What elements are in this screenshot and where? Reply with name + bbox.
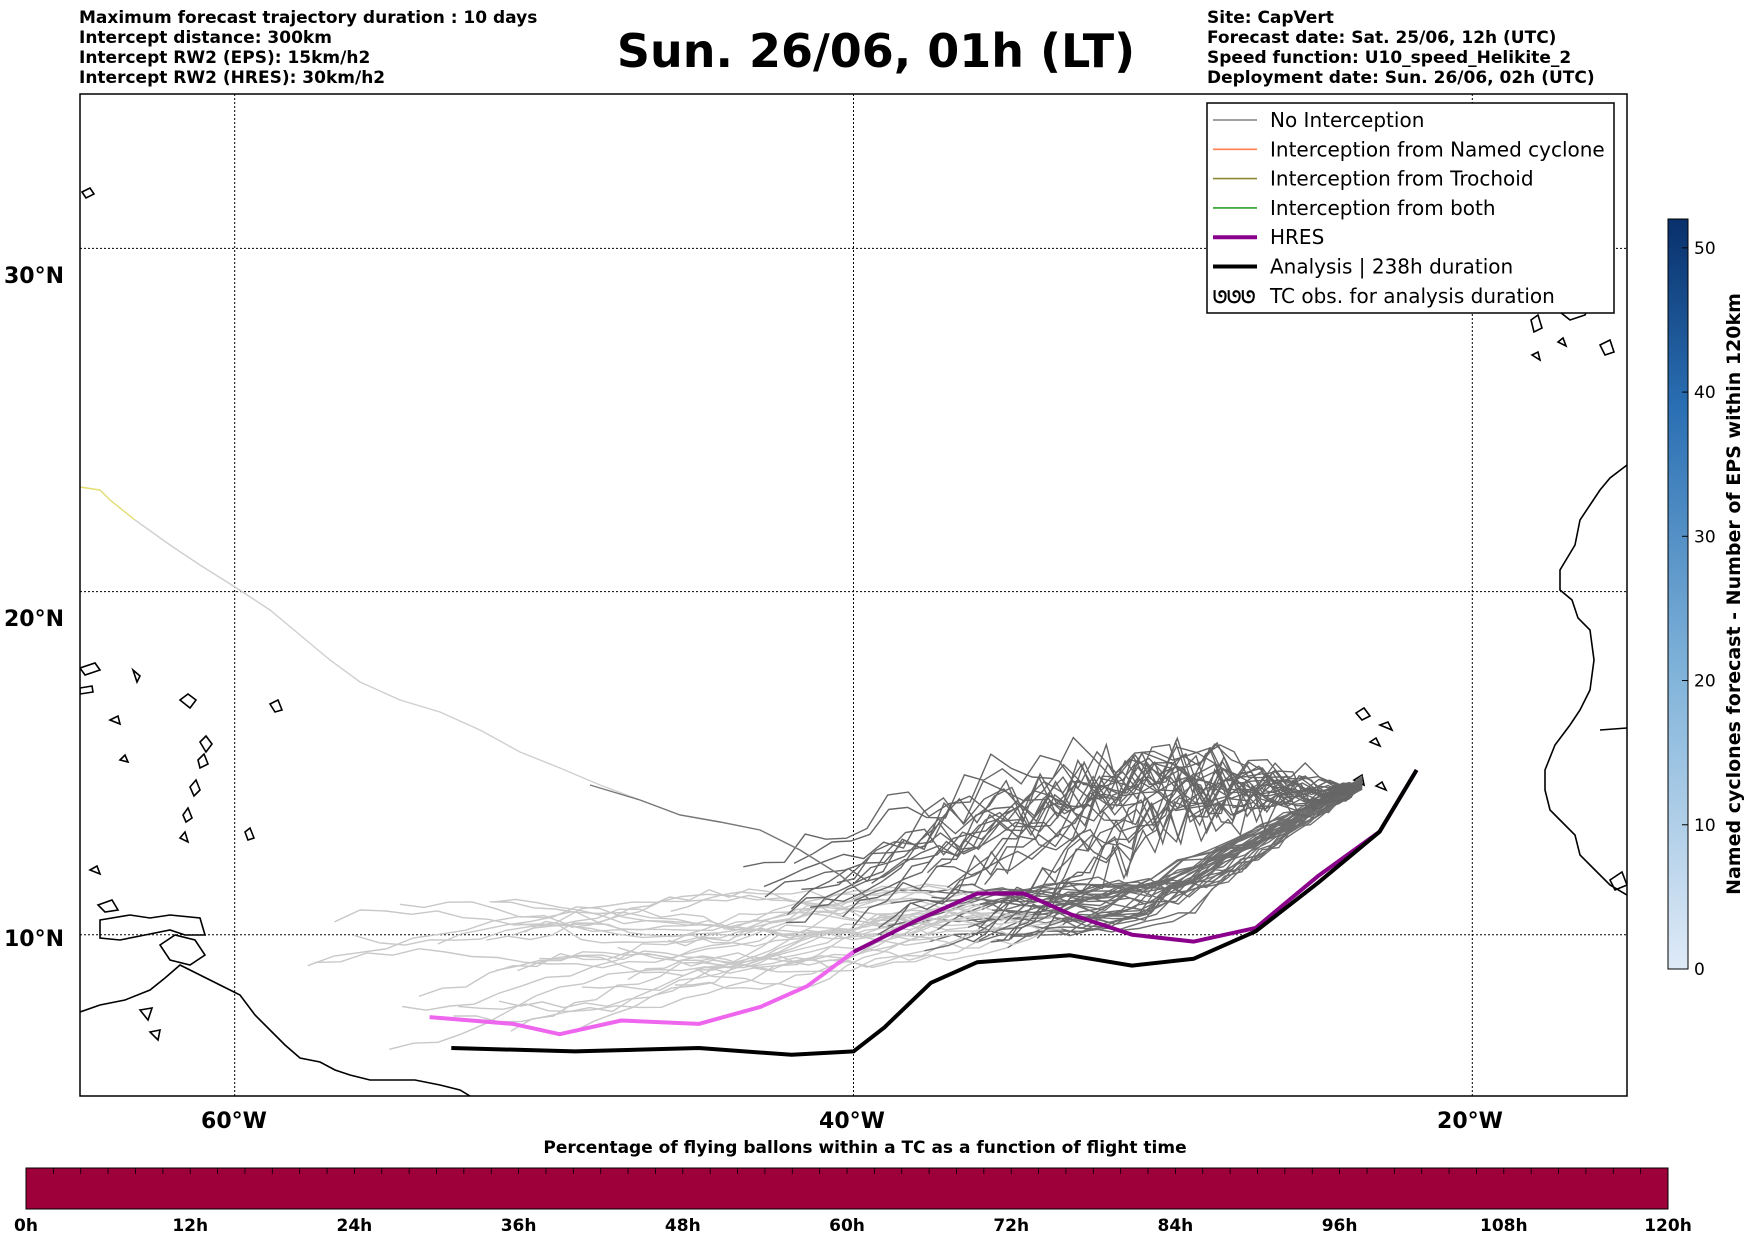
colorbar-bottom-tick-label: 24h <box>337 1216 373 1236</box>
colorbar-right-tick-label: 20 <box>1694 672 1716 692</box>
colorbar-bottom-tick-label: 12h <box>172 1216 208 1236</box>
trajectory-no-interception <box>763 767 1363 888</box>
map-frame <box>79 93 1628 1097</box>
header-right-line-2: Forecast date: Sat. 25/06, 12h (UTC) <box>1207 28 1557 48</box>
legend-label: Interception from both <box>1270 196 1496 220</box>
trajectory-no-interception <box>307 911 888 967</box>
trajectory-no-interception <box>926 741 1363 874</box>
header-right-info: Site: CapVert Forecast date: Sat. 25/06,… <box>1207 8 1595 88</box>
colorbar-bottom-tick-label: 96h <box>1322 1216 1358 1236</box>
trajectory-no-interception <box>946 754 1363 889</box>
trajectory-no-interception <box>1009 778 1363 940</box>
legend-label: Interception from Trochoid <box>1270 167 1534 191</box>
colorbar-bottom-tick-label: 72h <box>993 1216 1029 1236</box>
lon-label-40w: 40°W <box>819 1109 885 1134</box>
colorbar-right-tick-label: 30 <box>1694 527 1716 547</box>
header-left-line-2: Intercept distance: 300km <box>79 28 332 48</box>
colorbar-bottom-tick-label: 120h <box>1644 1216 1692 1236</box>
trajectory-no-interception <box>589 784 871 901</box>
colorbar-bottom-tick-label: 60h <box>829 1216 865 1236</box>
trajectory-no-interception <box>486 894 968 941</box>
tc-symbol-icon: ᘎᘎᘎ <box>1213 288 1255 308</box>
colorbar-right-gradient <box>1667 218 1689 970</box>
colorbar-right-tick-label: 50 <box>1694 239 1716 259</box>
colorbar-bottom-bar <box>25 1167 1669 1210</box>
trajectory-no-interception <box>80 486 136 521</box>
trajectory-no-interception <box>978 785 1363 942</box>
trajectory-no-interception <box>935 736 1363 868</box>
trajectory-no-interception <box>458 913 956 1013</box>
header-right-line-3: Speed function: U10_speed_Helikite_2 <box>1207 48 1572 68</box>
header-right-line-4: Deployment date: Sun. 26/06, 02h (UTC) <box>1207 68 1595 88</box>
colorbar-bottom-tick-label: 84h <box>1158 1216 1194 1236</box>
trajectory-no-interception <box>764 751 1363 898</box>
legend-label: TC obs. for analysis duration <box>1269 284 1555 308</box>
colorbar-right-tick-label: 10 <box>1694 816 1716 836</box>
trajectory-no-interception <box>581 915 1012 992</box>
trajectory-no-interception <box>1036 777 1363 939</box>
header-left-line-3: Intercept RW2 (EPS): 15km/h2 <box>79 48 371 68</box>
legend: No Interception Interception from Named c… <box>1206 102 1615 314</box>
legend-label: HRES <box>1270 225 1324 249</box>
colorbar-right-tick-label: 40 <box>1694 383 1716 403</box>
trajectory-no-interception <box>402 927 931 1011</box>
header-left-info: Maximum forecast trajectory duration : 1… <box>79 8 537 88</box>
header-left-line-4: Intercept RW2 (HRES): 30km/h2 <box>79 68 386 88</box>
lon-label-60w: 60°W <box>201 1109 267 1134</box>
colorbar-bottom-tick-label: 48h <box>665 1216 701 1236</box>
colorbar-bottom-tick-label: 36h <box>501 1216 537 1236</box>
lat-label-10: 10°N <box>4 927 64 952</box>
legend-label: No Interception <box>1270 108 1424 132</box>
trajectory-no-interception <box>801 762 1363 890</box>
hres-track <box>429 950 855 1037</box>
header-left-line-1: Maximum forecast trajectory duration : 1… <box>79 8 538 28</box>
legend-label: Analysis | 238h duration <box>1270 255 1513 279</box>
colorbar-right: 0 10 20 30 40 50 Named cyclones forecast - Nu… <box>1667 218 1745 980</box>
trajectory-no-interception <box>670 889 1051 924</box>
trajectory-no-interception <box>314 902 891 969</box>
lon-label-20w: 20°W <box>1437 1109 1503 1134</box>
colorbar-bottom: Percentage of flying ballons within a TC… <box>14 1138 1692 1236</box>
trajectory-no-interception <box>510 939 980 1032</box>
colorbar-bottom-title: Percentage of flying ballons within a TC… <box>543 1138 1186 1158</box>
trajectory-no-interception <box>493 883 972 930</box>
legend-box <box>1206 102 1615 314</box>
colorbar-right-tick-label: 0 <box>1694 960 1705 980</box>
colorbar-bottom-tick-label: 0h <box>14 1216 38 1236</box>
analysis-track <box>451 768 1419 1057</box>
eps-trajectories <box>80 486 1419 1057</box>
trajectory-no-interception <box>334 889 900 939</box>
legend-label: Interception from Named cyclone <box>1270 137 1605 161</box>
lat-label-30: 30°N <box>4 264 64 289</box>
trajectory-no-interception <box>574 945 1008 1032</box>
header-right-line-1: Site: CapVert <box>1207 8 1334 28</box>
page-title: Sun. 26/06, 01h (LT) <box>616 24 1136 78</box>
trajectory-no-interception <box>877 779 1363 936</box>
trajectory-no-interception <box>790 761 1363 910</box>
trajectory-no-interception <box>1049 778 1363 924</box>
trajectory-no-interception <box>810 763 1363 908</box>
lat-label-20: 20°N <box>4 607 64 632</box>
colorbar-bottom-tick-label: 108h <box>1480 1216 1528 1236</box>
trajectory-no-interception <box>991 777 1363 926</box>
trajectory-no-interception <box>694 911 1063 985</box>
colorbar-right-title: Named cyclones forecast - Number of EPS … <box>1723 293 1745 895</box>
trajectory-no-interception <box>517 890 982 944</box>
hres-track <box>852 768 1419 954</box>
coastlines <box>80 186 1627 1096</box>
trajectory-no-interception <box>389 950 925 1050</box>
trajectory-no-interception <box>524 889 986 948</box>
trajectory-no-interception <box>853 739 1363 885</box>
